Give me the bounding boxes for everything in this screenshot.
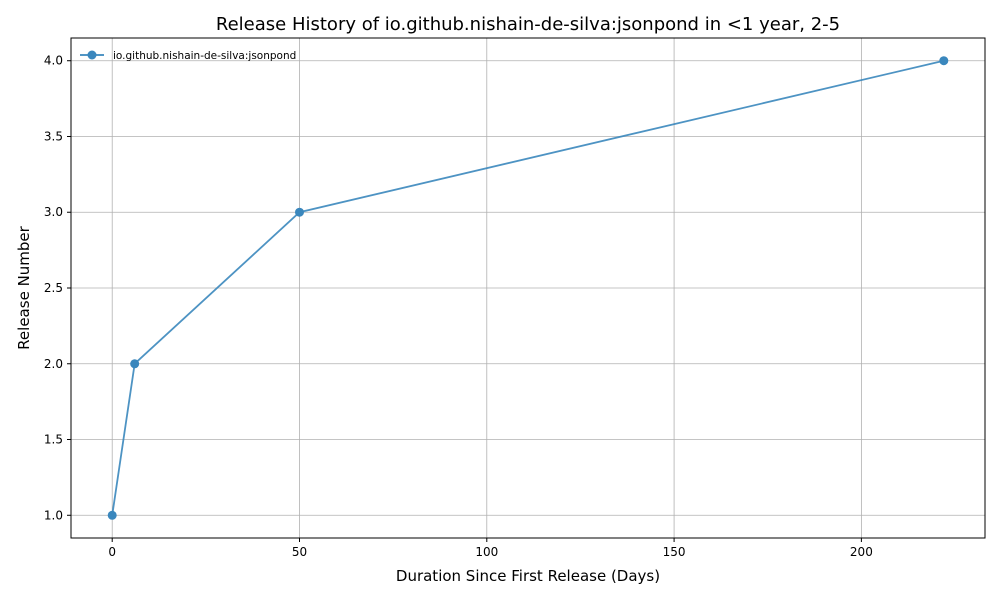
chart-title: Release History of io.github.nishain-de-…: [216, 14, 840, 35]
grid-layer: [71, 38, 985, 538]
data-point: [107, 510, 117, 520]
legend: io.github.nishain-de-silva:jsonpond: [80, 50, 296, 62]
tick-layer: 0 50 100 150 200 1.0 1.5 2.0 2.5 3.0 3.5 4.0: [44, 54, 873, 559]
series-line: [111, 59, 945, 516]
y-tick-label: 3.5: [44, 129, 63, 143]
y-tick-label: 2.5: [44, 281, 63, 295]
x-tick-label: 0: [108, 545, 116, 559]
y-axis-label: Release Number: [15, 225, 33, 349]
data-point: [295, 207, 304, 217]
y-tick-label: 1.5: [44, 433, 63, 447]
data-point: [939, 56, 949, 66]
y-tick-label: 2.0: [44, 357, 63, 371]
x-tick-label: 50: [292, 545, 307, 559]
x-tick-label: 200: [850, 545, 873, 559]
x-tick-label: 100: [475, 545, 498, 559]
y-tick-label: 3.0: [44, 205, 63, 219]
x-tick-label: 150: [663, 545, 686, 559]
legend-marker: [87, 50, 97, 60]
data-point: [130, 359, 140, 369]
legend-label: io.github.nishain-de-silva:jsonpond: [113, 50, 296, 62]
y-tick-label: 4.0: [44, 54, 63, 68]
series-layer: [107, 56, 949, 520]
x-axis-label: Duration Since First Release (Days): [396, 567, 660, 585]
y-tick-label: 1.0: [44, 508, 63, 522]
